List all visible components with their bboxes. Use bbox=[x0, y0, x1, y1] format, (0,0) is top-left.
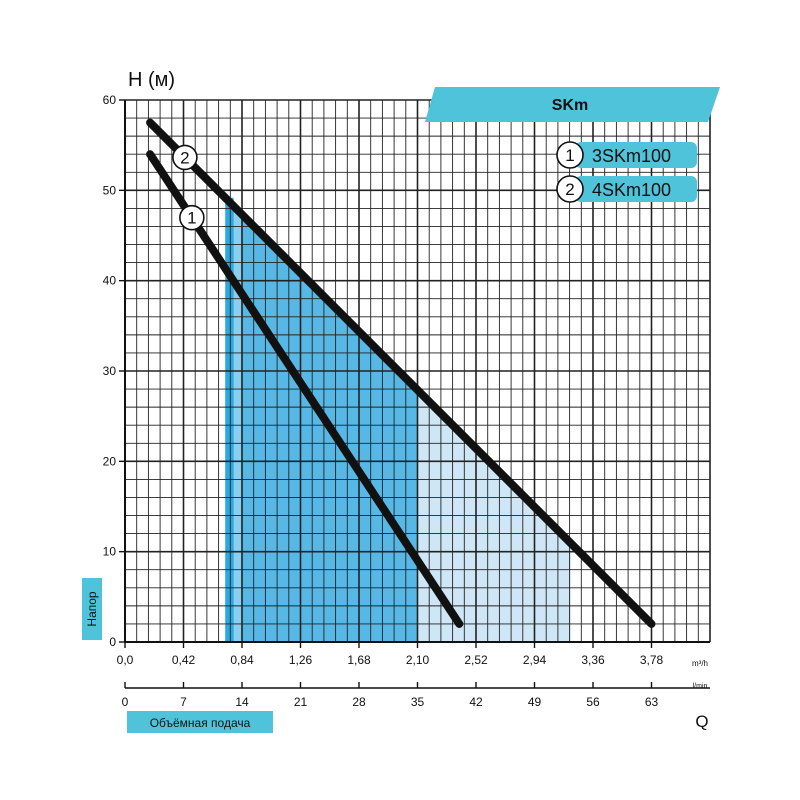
series-line-2 bbox=[146, 118, 656, 628]
series-marker-label-2: 2 bbox=[180, 148, 189, 167]
legend-marker-1 bbox=[556, 141, 584, 169]
y-tick-label: 30 bbox=[103, 364, 117, 378]
y-tick-label: 20 bbox=[103, 454, 117, 468]
x-bottom-label: Объёмная подача bbox=[150, 716, 251, 730]
x-tick-label-m3h: 2,10 bbox=[406, 653, 430, 667]
y-tick-label: 10 bbox=[103, 545, 117, 559]
x-tick-label-lmin: 42 bbox=[469, 695, 483, 709]
chart-title: SKm bbox=[552, 97, 588, 114]
x-tick-label-lmin: 63 bbox=[645, 695, 659, 709]
x-bottom-label-box bbox=[127, 711, 273, 733]
title-banner bbox=[425, 87, 720, 122]
legend: 1 3SKm100 2 4SKm100 bbox=[556, 141, 697, 203]
q-label: Q bbox=[695, 712, 708, 731]
x-tick-label-m3h: 3,36 bbox=[581, 653, 605, 667]
x-tick-label-lmin: 21 bbox=[294, 695, 308, 709]
x-unit-lmin: l/min bbox=[693, 683, 708, 690]
legend-item-box-1 bbox=[575, 142, 697, 168]
series-marker-2 bbox=[172, 144, 198, 171]
legend-marker-2 bbox=[556, 175, 584, 203]
x-unit-m3h: m³/h bbox=[692, 659, 708, 668]
x-tick-label-m3h: 3,78 bbox=[640, 653, 664, 667]
legend-item-box-2 bbox=[575, 176, 697, 202]
x-tick-label-m3h: 0,0 bbox=[117, 653, 134, 667]
y-axis-title: H (м) bbox=[128, 69, 175, 91]
x-tick-label-m3h: 1,68 bbox=[347, 653, 371, 667]
x-tick-label-lmin: 35 bbox=[411, 695, 425, 709]
legend-marker-label-1: 1 bbox=[565, 146, 574, 165]
series-lines: 12 bbox=[146, 118, 656, 628]
y-tick-label: 0 bbox=[109, 635, 116, 649]
y-tick-label: 40 bbox=[103, 274, 117, 288]
series-marker-1 bbox=[179, 204, 205, 231]
series-marker-label-1: 1 bbox=[187, 209, 196, 228]
legend-label-1: 3SKm100 bbox=[592, 146, 671, 166]
x-tick-label-m3h: 1,26 bbox=[289, 653, 313, 667]
x-tick-label-m3h: 2,52 bbox=[464, 653, 488, 667]
x-tick-label-lmin: 0 bbox=[122, 695, 129, 709]
y-side-label-box bbox=[82, 578, 102, 640]
y-side-label: Напор bbox=[85, 591, 99, 627]
region-dark-bar bbox=[225, 197, 234, 642]
x-tick-label-m3h: 0,42 bbox=[172, 653, 196, 667]
x-tick-label-m3h: 0,84 bbox=[230, 653, 254, 667]
x-tick-label-lmin: 28 bbox=[352, 695, 366, 709]
y-tick-label: 50 bbox=[103, 183, 117, 197]
x-tick-label-lmin: 7 bbox=[180, 695, 187, 709]
series-line-1 bbox=[146, 150, 464, 628]
legend-marker-label-2: 2 bbox=[565, 180, 574, 199]
y-tick-label: 60 bbox=[103, 93, 117, 107]
legend-label-2: 4SKm100 bbox=[592, 180, 671, 200]
x-tick-label-lmin: 14 bbox=[235, 695, 249, 709]
x-tick-label-m3h: 2,94 bbox=[523, 653, 547, 667]
x-tick-label-lmin: 49 bbox=[528, 695, 542, 709]
x-tick-label-lmin: 56 bbox=[586, 695, 600, 709]
